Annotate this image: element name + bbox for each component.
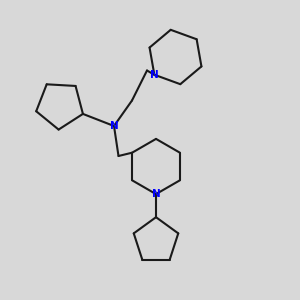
Text: N: N bbox=[110, 121, 118, 131]
Text: N: N bbox=[152, 189, 160, 199]
Text: N: N bbox=[150, 70, 159, 80]
